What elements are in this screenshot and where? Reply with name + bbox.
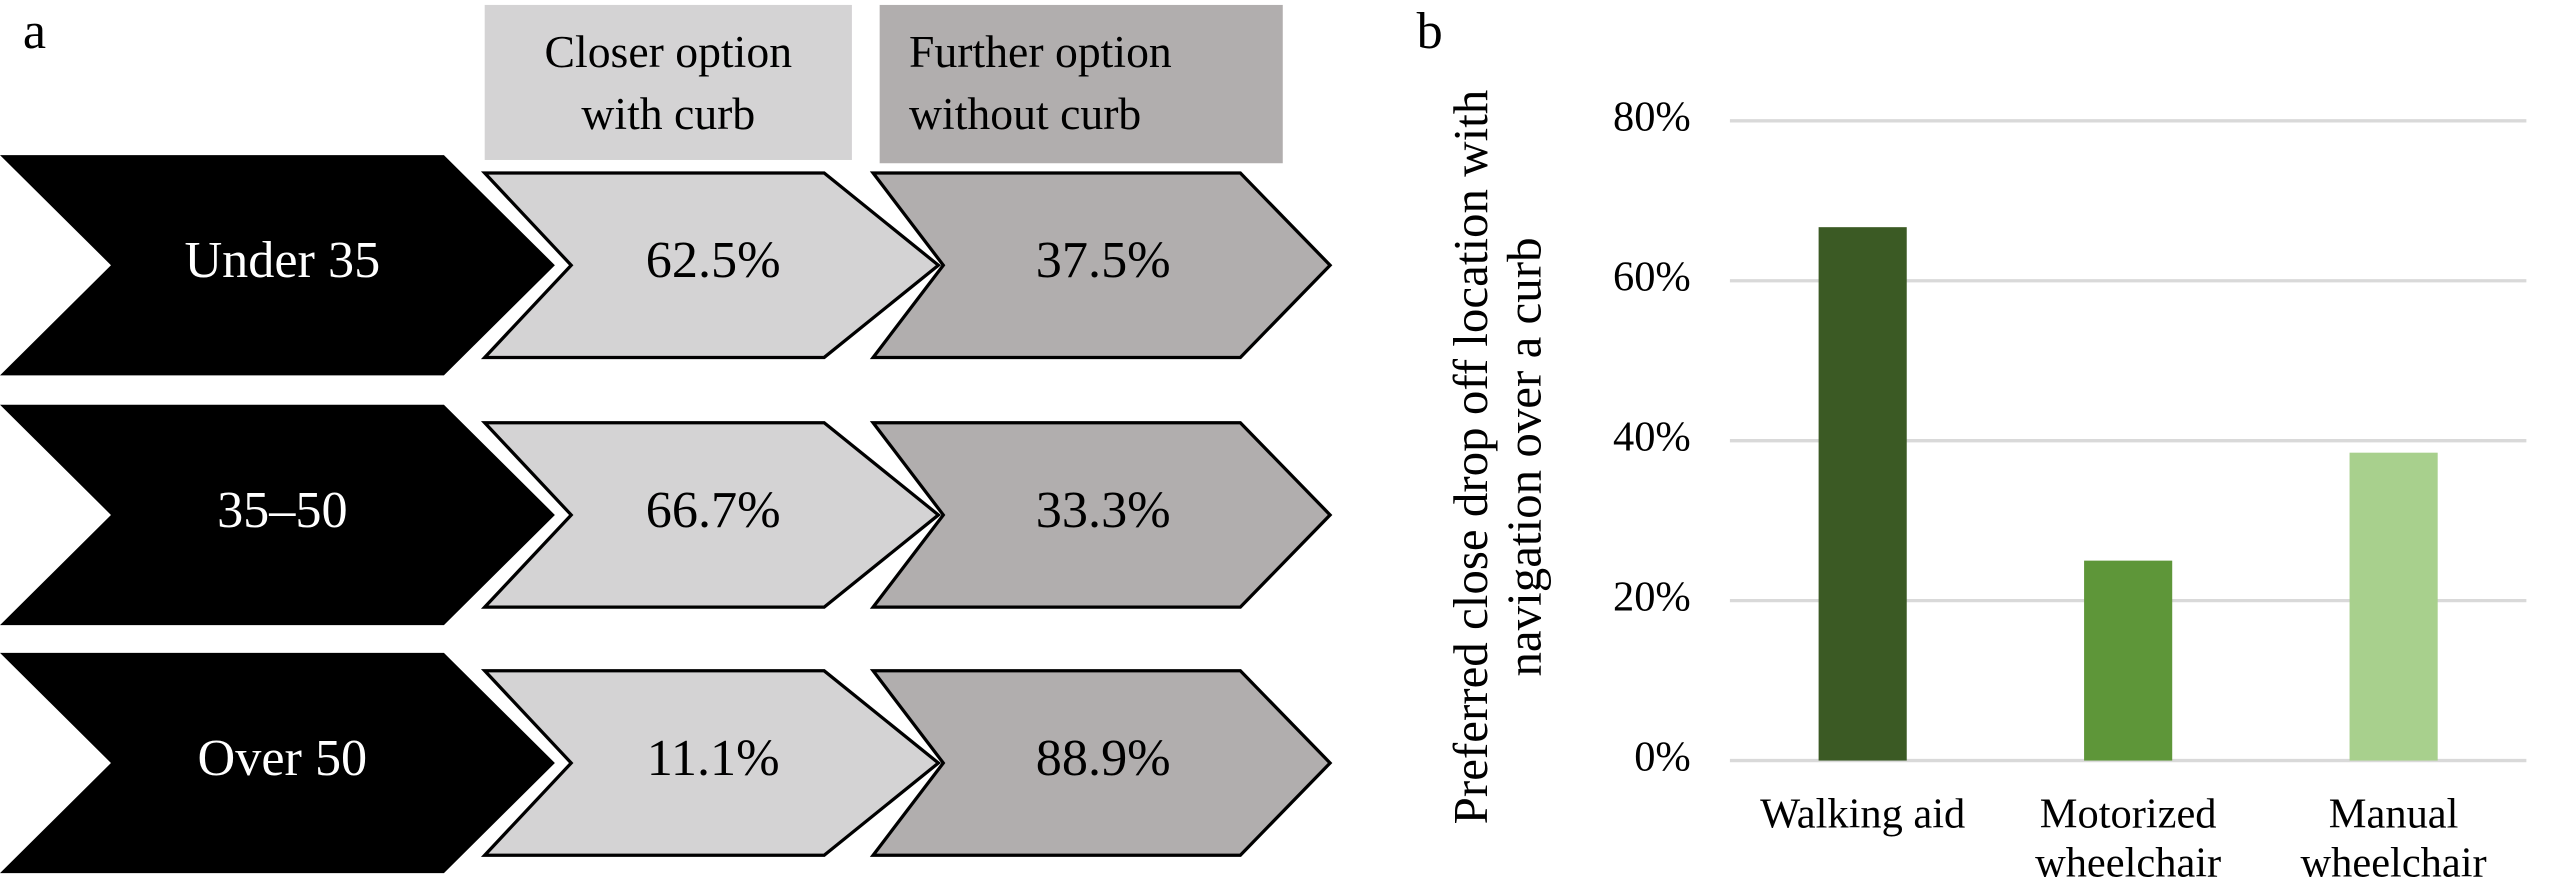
header-text: Closer option with curb: [544, 27, 793, 141]
x-tick-label-text: Walking aid: [1760, 789, 1966, 838]
row-arrow: [0, 404, 555, 626]
option-arrow: [869, 669, 1333, 857]
y-tick-label: 80%: [1613, 94, 1691, 141]
row-label: Over 50: [198, 729, 368, 787]
y-tick-label: 40%: [1613, 413, 1691, 460]
percentage: 88.9%: [1036, 729, 1171, 787]
bar: [1818, 227, 1907, 761]
percentage: 33.3%: [1036, 481, 1171, 539]
option-arrow: [480, 171, 942, 360]
panel-label: a: [23, 2, 46, 60]
y-tick-label: 20%: [1613, 573, 1691, 620]
option-arrow: [480, 421, 942, 609]
row-label: 35–50: [217, 481, 348, 539]
header-box: [879, 4, 1283, 164]
percentage: 37.5%: [1036, 231, 1171, 289]
percentage: 62.5%: [646, 231, 781, 289]
percentage: 11.1%: [647, 729, 780, 787]
row-arrow: [0, 155, 555, 376]
header: Further option without curb: [909, 27, 1172, 141]
bar: [2349, 452, 2438, 761]
bar: [2084, 560, 2173, 761]
header-text: Further option without curb: [909, 27, 1172, 141]
x-tick-label: Manual wheelchair: [2300, 789, 2487, 883]
row-label: Under 35: [184, 231, 380, 289]
y-tick-label: 0%: [1634, 733, 1691, 780]
row-arrow: [0, 652, 555, 874]
x-tick-label-text: Manual wheelchair: [2300, 789, 2487, 883]
option-arrow: [480, 669, 942, 857]
panel-label: b: [1417, 2, 1443, 60]
x-tick-label: Walking aid: [1760, 789, 1966, 838]
x-tick-label: Motorized wheelchair: [2035, 789, 2222, 883]
y-axis-label: Preferred close drop off location with n…: [1444, 89, 1553, 825]
y-axis-label-text: Preferred close drop off location with n…: [1444, 89, 1553, 825]
header: Closer option with curb: [544, 27, 793, 141]
percentage: 66.7%: [646, 481, 781, 539]
option-arrow: [869, 171, 1333, 360]
x-tick-label-text: Motorized wheelchair: [2035, 789, 2222, 883]
option-arrow: [869, 421, 1333, 609]
header-box: [484, 4, 852, 160]
y-tick-label: 60%: [1613, 253, 1691, 300]
